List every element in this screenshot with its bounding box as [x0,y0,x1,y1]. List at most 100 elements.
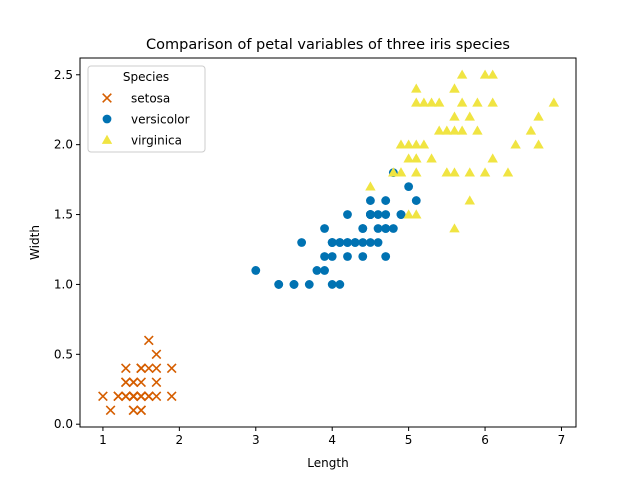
versicolor-point [312,266,322,275]
virginica-point [502,167,514,177]
versicolor-point [358,224,368,233]
versicolor-point [396,210,406,219]
virginica-point [365,181,376,191]
x-tick-label: 1 [99,433,107,447]
virginica-point [418,139,430,149]
virginica-point [449,125,460,135]
legend-label: virginica [131,134,182,148]
virginica-point [433,97,445,107]
virginica-point [395,167,407,177]
virginica-point [456,97,468,107]
chart-title: Comparison of petal variables of three i… [146,37,510,53]
virginica-point [403,209,414,219]
y-tick-label: 1.0 [54,277,73,291]
virginica-point [441,125,453,135]
virginica-point [426,153,437,163]
legend-title: Species [123,70,169,84]
versicolor-point [320,224,329,233]
x-tick-label: 2 [176,433,184,447]
y-tick-label: 0.5 [54,347,73,361]
versicolor-point [304,280,314,289]
virginica-point [433,125,445,135]
y-tick-label: 0.0 [54,417,73,431]
legend-entry-versicolor: versicolor [102,113,190,127]
virginica-point [426,97,437,107]
versicolor-point [366,210,375,219]
versicolor-point [335,280,345,289]
y-tick-label: 1.5 [54,208,73,222]
setosa-point [136,405,147,416]
setosa-point [166,391,177,402]
setosa-point [151,349,162,360]
plot-area [98,69,560,416]
versicolor-point [381,252,391,261]
versicolor-point [343,238,352,247]
versicolor-point [381,210,391,219]
versicolor-point [289,280,299,289]
versicolor-point [366,196,375,205]
versicolor-point [343,210,352,219]
versicolor-point [381,224,391,233]
y-tick-label: 2.0 [54,138,73,152]
virginica-point [411,97,422,107]
legend-box [87,65,206,153]
versicolor-point [297,238,307,247]
setosa-point [120,391,131,402]
versicolor-point [274,280,284,289]
legend-label: versicolor [131,113,190,127]
x-tick-label: 5 [405,433,413,447]
legend-marker-setosa [102,93,112,103]
setosa-point [143,335,154,346]
legend-marker-versicolor [102,114,112,124]
virginica-point [525,125,537,135]
versicolor-point [251,266,261,275]
axes-frame [79,57,577,428]
x-tick-label: 3 [252,433,260,447]
virginica-point [472,97,483,107]
virginica-point [411,83,422,93]
x-axis-label: Length [307,456,348,470]
versicolor-point [358,238,368,247]
virginica-point [487,97,498,107]
setosa-point [151,391,162,402]
versicolor-point [411,196,421,205]
setosa-point [128,391,139,402]
versicolor-point [350,238,360,247]
setosa-point [136,391,147,402]
legend-entry-virginica: virginica [101,134,182,148]
x-tick-label: 7 [558,433,566,447]
virginica-point [533,111,544,121]
versicolor-point [366,238,375,247]
y-tick-label: 2.5 [54,68,73,82]
virginica-point [464,111,475,121]
versicolor-point [373,210,383,219]
versicolor-point [388,224,398,233]
setosa-point [98,391,108,402]
virginica-point [449,83,460,93]
virginica-point [487,153,498,163]
setosa-point [143,363,154,374]
versicolor-point [381,196,391,205]
virginica-point [411,167,422,177]
virginica-point [510,139,521,149]
versicolor-point [358,252,368,261]
virginica-point [403,153,414,163]
setosa-point [128,405,139,416]
setosa-point [151,363,162,374]
virginica-point [411,139,422,149]
setosa-point [143,391,154,402]
legend: Species setosa versicolor virginica [87,65,206,153]
virginica-point [456,125,468,135]
virginica-point [464,195,475,205]
versicolor-point [320,266,329,275]
versicolor-point [373,224,383,233]
virginica-point [533,139,544,149]
setosa-point [136,377,147,388]
axes: 1 2 3 4 5 6 7 0.0 0.5 1.0 1.5 2.0 2.5 [54,68,565,447]
versicolor-point [335,238,345,247]
setosa-point [128,377,139,388]
setosa-point [120,363,131,374]
virginica-point [411,153,422,163]
virginica-point [479,69,491,79]
virginica-point [395,139,407,149]
